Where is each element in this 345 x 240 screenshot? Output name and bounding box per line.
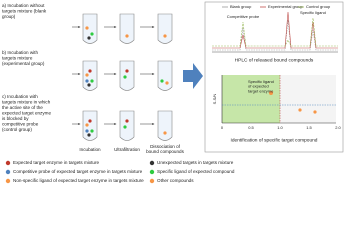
- row-label: b) Incubation with: [2, 50, 38, 55]
- legend-label: Competitive probe of expected target enz…: [13, 169, 143, 174]
- step-label: Ultrafiltration: [114, 147, 140, 152]
- annotation: Specific ligand: [248, 79, 274, 84]
- row-label: targets mixture: [2, 56, 33, 61]
- annotation: target enzyme: [248, 88, 274, 93]
- legend-icon: [149, 160, 155, 166]
- tube: [82, 13, 98, 44]
- y-axis-label: S-S/N: [212, 94, 217, 105]
- x-tick-label: 0.5: [248, 125, 254, 130]
- molecule: [125, 34, 129, 38]
- tube: [119, 13, 135, 44]
- x-tick-label: 0: [221, 125, 224, 130]
- legend-icon: [5, 169, 11, 175]
- legend-label: Other compounds: [157, 178, 194, 183]
- molecule: [160, 79, 164, 83]
- step-label: Dissociation of: [150, 144, 181, 149]
- molecule: [123, 125, 127, 129]
- row-label: group): [2, 14, 16, 19]
- row-label: competitive probe: [2, 122, 39, 127]
- legend-label: Expected target enzyme in targets mixtur…: [13, 160, 99, 165]
- hplc-legend: Blank group: [230, 4, 252, 9]
- x-tick-label: 2.0: [335, 125, 341, 130]
- molecule: [85, 26, 89, 30]
- tube: [157, 60, 173, 91]
- legend-icon: [149, 178, 155, 184]
- annotation: of expected: [248, 84, 269, 89]
- legend-label: Unexpected targets in targets mixture: [157, 160, 234, 165]
- scatter-plot: [221, 75, 336, 124]
- row-label: c) Incubation with: [2, 94, 38, 99]
- molecule: [85, 123, 89, 127]
- tube: [157, 110, 173, 141]
- peak-label: Competitive probe: [227, 14, 260, 19]
- plot-caption: Identification of specific target compou…: [231, 137, 318, 143]
- molecule: [90, 32, 94, 36]
- molecule: [123, 75, 127, 79]
- legend-label: Specific ligand of expected compound: [157, 169, 235, 174]
- molecule: [90, 129, 94, 133]
- row-label: targets mixture in which: [2, 100, 51, 105]
- row-label: (experimental group): [2, 61, 45, 66]
- molecule: [90, 79, 94, 83]
- step-label: bound compounds: [146, 149, 185, 154]
- x-tick-label: 1.0: [277, 125, 283, 130]
- molecule: [85, 129, 89, 133]
- tube: [119, 110, 135, 141]
- legend-icon: [5, 160, 11, 166]
- molecule: [88, 69, 92, 73]
- molecule: [88, 119, 92, 123]
- molecule: [85, 73, 89, 77]
- flow-arrows: [72, 25, 155, 126]
- row-label: a) Incubation without: [2, 3, 45, 8]
- row-label: expected target enzyme: [2, 111, 51, 116]
- molecule: [87, 133, 91, 137]
- hplc-legend: Control group: [306, 4, 331, 9]
- row-label: (control group): [2, 127, 32, 132]
- hplc-legend: Experimental group: [268, 4, 303, 9]
- molecule: [125, 69, 129, 73]
- row-label: targets mixture (blank: [2, 9, 47, 14]
- hplc-chart: [212, 11, 338, 53]
- step-label: Incubation: [79, 147, 101, 152]
- peak-label: Specific ligand: [300, 10, 326, 15]
- hplc-caption: HPLC of released bound compounds: [235, 57, 314, 63]
- molecule: [87, 36, 91, 40]
- tube: [82, 110, 98, 141]
- x-tick-label: 1.5: [306, 125, 312, 130]
- molecule: [85, 79, 89, 83]
- tube: [82, 60, 98, 91]
- row-label: the active site of the: [2, 105, 43, 110]
- molecule: [87, 83, 91, 87]
- molecule: [165, 81, 169, 85]
- molecule: [163, 131, 167, 135]
- molecule: [163, 34, 167, 38]
- legend-icon: [5, 178, 11, 184]
- molecule: [125, 119, 129, 123]
- tube: [157, 13, 173, 44]
- main-arrow: [183, 63, 203, 89]
- row-label: is blocked by: [2, 116, 29, 121]
- tube: [119, 60, 135, 91]
- legend-icon: [149, 169, 155, 175]
- legend-label: Non-specific ligand of expected target e…: [13, 178, 144, 183]
